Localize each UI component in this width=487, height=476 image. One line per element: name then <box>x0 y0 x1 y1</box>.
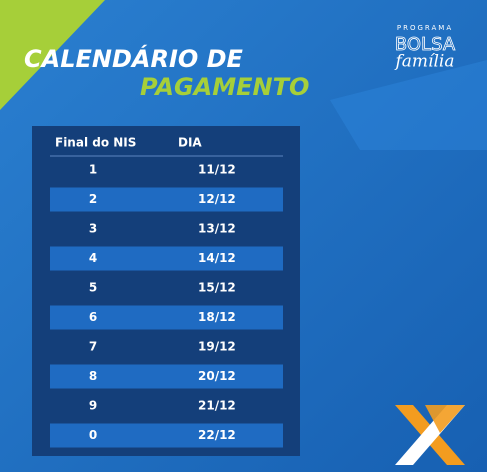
cell: 1 <box>89 163 97 177</box>
cell: 19/12 <box>198 340 236 354</box>
cell: 7 <box>89 340 97 354</box>
cell: 3 <box>89 222 97 236</box>
corner-accent <box>0 0 105 110</box>
row-band <box>50 423 283 448</box>
caixa-logo <box>395 405 465 465</box>
cell: 6 <box>89 310 97 324</box>
cell: 2 <box>89 192 97 206</box>
logo-name: BOLSA <box>395 34 456 55</box>
cell: 13/12 <box>198 222 236 236</box>
row-band <box>50 364 283 389</box>
cell: 9 <box>89 399 97 413</box>
row-band <box>50 187 283 212</box>
row-band <box>50 305 283 330</box>
logo-program: PROGRAMA <box>397 24 453 32</box>
table-box <box>32 126 300 456</box>
cell: 12/12 <box>198 192 236 206</box>
cell: 4 <box>89 251 97 265</box>
column-header: DIA <box>178 136 202 150</box>
title-line1: CALENDÁRIO DE <box>24 44 244 73</box>
cell: 11/12 <box>198 163 236 177</box>
column-header: Final do NIS <box>55 136 136 150</box>
cell: 8 <box>89 369 97 383</box>
cell: 0 <box>89 428 97 442</box>
cell: 5 <box>89 281 97 295</box>
cell: 20/12 <box>198 369 236 383</box>
cell: 15/12 <box>198 281 236 295</box>
row-band <box>50 246 283 271</box>
cell: 21/12 <box>198 399 236 413</box>
stripe <box>330 60 487 150</box>
logo-script: família <box>394 52 455 72</box>
cell: 18/12 <box>198 310 236 324</box>
cell: 22/12 <box>198 428 236 442</box>
cell: 14/12 <box>198 251 236 265</box>
title-line2: PAGAMENTO <box>140 73 309 101</box>
